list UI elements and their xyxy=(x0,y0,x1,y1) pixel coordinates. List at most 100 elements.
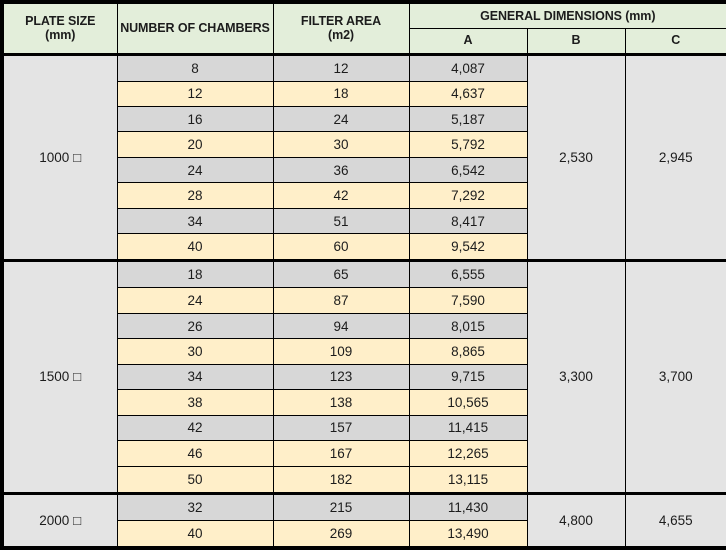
cell-dim-a: 5,187 xyxy=(408,105,528,133)
cell-filter-area: 182 xyxy=(272,465,410,494)
table-row: 16 24 5,187 xyxy=(2,105,726,133)
cell-chambers: 24 xyxy=(116,156,274,184)
cell-filter-area: 94 xyxy=(272,312,410,340)
header-row-main: PLATE SIZE (mm) NUMBER OF CHAMBERS FILTE… xyxy=(1,1,726,55)
cell-dim-a: 8,417 xyxy=(408,207,528,235)
table-row: 40 60 9,542 xyxy=(2,233,726,262)
cell-chambers: 26 xyxy=(116,312,274,340)
cell-filter-area: 157 xyxy=(272,414,410,442)
cell-filter-area: 65 xyxy=(272,260,410,289)
cell-chambers: 20 xyxy=(116,131,274,158)
cell-dim-a: 8,865 xyxy=(408,338,528,365)
cell-chambers: 38 xyxy=(116,389,274,416)
cell-chambers: 34 xyxy=(116,207,274,235)
table-row: 26 94 8,015 xyxy=(2,312,726,340)
cell-chambers: 18 xyxy=(116,260,274,289)
cell-dim-c: 4,655 xyxy=(624,492,726,549)
col-header-plate-size-line1: PLATE SIZE xyxy=(25,13,96,28)
cell-filter-area: 51 xyxy=(272,207,410,235)
cell-chambers: 32 xyxy=(116,492,274,521)
cell-dim-a: 11,430 xyxy=(408,492,528,521)
cell-filter-area: 60 xyxy=(272,233,410,262)
cell-filter-area: 24 xyxy=(272,105,410,133)
table-header: PLATE SIZE (mm) NUMBER OF CHAMBERS FILTE… xyxy=(1,1,726,55)
cell-dim-a: 9,542 xyxy=(408,233,528,262)
cell-chambers: 40 xyxy=(116,233,274,262)
cell-dim-a: 4,637 xyxy=(408,80,528,107)
cell-dim-a: 7,292 xyxy=(408,182,528,209)
cell-filter-area: 30 xyxy=(272,131,410,158)
table-row: 34 51 8,417 xyxy=(2,207,726,235)
cell-dim-c: 2,945 xyxy=(624,53,726,262)
table-row: 30 109 8,865 xyxy=(2,338,726,365)
col-header-plate-size: PLATE SIZE (mm) xyxy=(1,1,118,55)
table-row: 46 167 12,265 xyxy=(2,440,726,467)
col-header-filter-area-line1: FILTER AREA xyxy=(300,13,382,28)
cell-filter-area: 269 xyxy=(272,519,410,549)
cell-chambers: 46 xyxy=(116,440,274,467)
cell-chambers: 34 xyxy=(116,363,274,391)
cell-dim-a: 11,415 xyxy=(408,414,528,442)
col-header-dim-c: C xyxy=(624,27,726,55)
table-row: 12 18 4,637 xyxy=(2,80,726,107)
cell-chambers: 50 xyxy=(116,465,274,494)
cell-filter-area: 215 xyxy=(272,492,410,521)
cell-dim-a: 13,490 xyxy=(408,519,528,549)
cell-chambers: 24 xyxy=(116,287,274,314)
col-header-dim-a: A xyxy=(408,27,528,55)
col-header-chambers: NUMBER OF CHAMBERS xyxy=(116,1,274,55)
col-header-dim-b: B xyxy=(526,27,626,55)
col-header-filter-area-line2: (m2) xyxy=(328,28,354,43)
table-row: 20 30 5,792 xyxy=(2,131,726,158)
cell-chambers: 12 xyxy=(116,80,274,107)
cell-filter-area: 123 xyxy=(272,363,410,391)
cell-dim-c: 3,700 xyxy=(624,260,726,494)
cell-dim-a: 12,265 xyxy=(408,440,528,467)
cell-filter-area: 36 xyxy=(272,156,410,184)
cell-dim-b: 3,300 xyxy=(526,260,626,494)
col-header-plate-size-line2: (mm) xyxy=(45,28,76,43)
table-row: 40 269 13,490 xyxy=(2,519,726,549)
table-row: 1500 □ 18 65 6,555 3,300 3,700 xyxy=(1,260,726,494)
cell-plate-size: 1500 □ xyxy=(1,260,118,494)
cell-dim-a: 8,015 xyxy=(408,312,528,340)
cell-filter-area: 138 xyxy=(272,389,410,416)
col-header-general-dimensions: GENERAL DIMENSIONS (mm) xyxy=(408,1,726,29)
table-row: 24 36 6,542 xyxy=(2,156,726,184)
table-row: 34 123 9,715 xyxy=(2,363,726,391)
table-row: 38 138 10,565 xyxy=(2,389,726,416)
cell-filter-area: 12 xyxy=(272,53,410,82)
cell-plate-size: 2000 □ xyxy=(1,492,118,549)
cell-dim-a: 9,715 xyxy=(408,363,528,391)
cell-chambers: 40 xyxy=(116,519,274,549)
cell-dim-a: 6,555 xyxy=(408,260,528,289)
group-2000: 2000 □ 32 215 11,430 4,800 4,655 40 269 … xyxy=(1,492,726,549)
cell-filter-area: 42 xyxy=(272,182,410,209)
cell-dim-a: 6,542 xyxy=(408,156,528,184)
cell-chambers: 8 xyxy=(116,53,274,82)
table-row: 42 157 11,415 xyxy=(2,414,726,442)
cell-chambers: 28 xyxy=(116,182,274,209)
cell-dim-a: 13,115 xyxy=(408,465,528,494)
table-row: 2000 □ 32 215 11,430 4,800 4,655 xyxy=(1,492,726,549)
group-1000: 1000 □ 8 12 4,087 2,530 2,945 12 18 4,63… xyxy=(1,53,726,262)
cell-dim-b: 4,800 xyxy=(526,492,626,549)
cell-chambers: 42 xyxy=(116,414,274,442)
col-header-filter-area: FILTER AREA (m2) xyxy=(272,1,410,55)
cell-chambers: 30 xyxy=(116,338,274,365)
cell-dim-b: 2,530 xyxy=(526,53,626,262)
cell-chambers: 16 xyxy=(116,105,274,133)
header-row-dims: A B C xyxy=(2,27,726,55)
cell-filter-area: 109 xyxy=(272,338,410,365)
group-1500: 1500 □ 18 65 6,555 3,300 3,700 24 87 7,5… xyxy=(1,260,726,494)
cell-filter-area: 87 xyxy=(272,287,410,314)
cell-dim-a: 4,087 xyxy=(408,53,528,82)
table-row: 50 182 13,115 xyxy=(2,465,726,494)
table-row: 1000 □ 8 12 4,087 2,530 2,945 xyxy=(1,53,726,262)
cell-filter-area: 18 xyxy=(272,80,410,107)
cell-dim-a: 7,590 xyxy=(408,287,528,314)
cell-dim-a: 10,565 xyxy=(408,389,528,416)
cell-dim-a: 5,792 xyxy=(408,131,528,158)
